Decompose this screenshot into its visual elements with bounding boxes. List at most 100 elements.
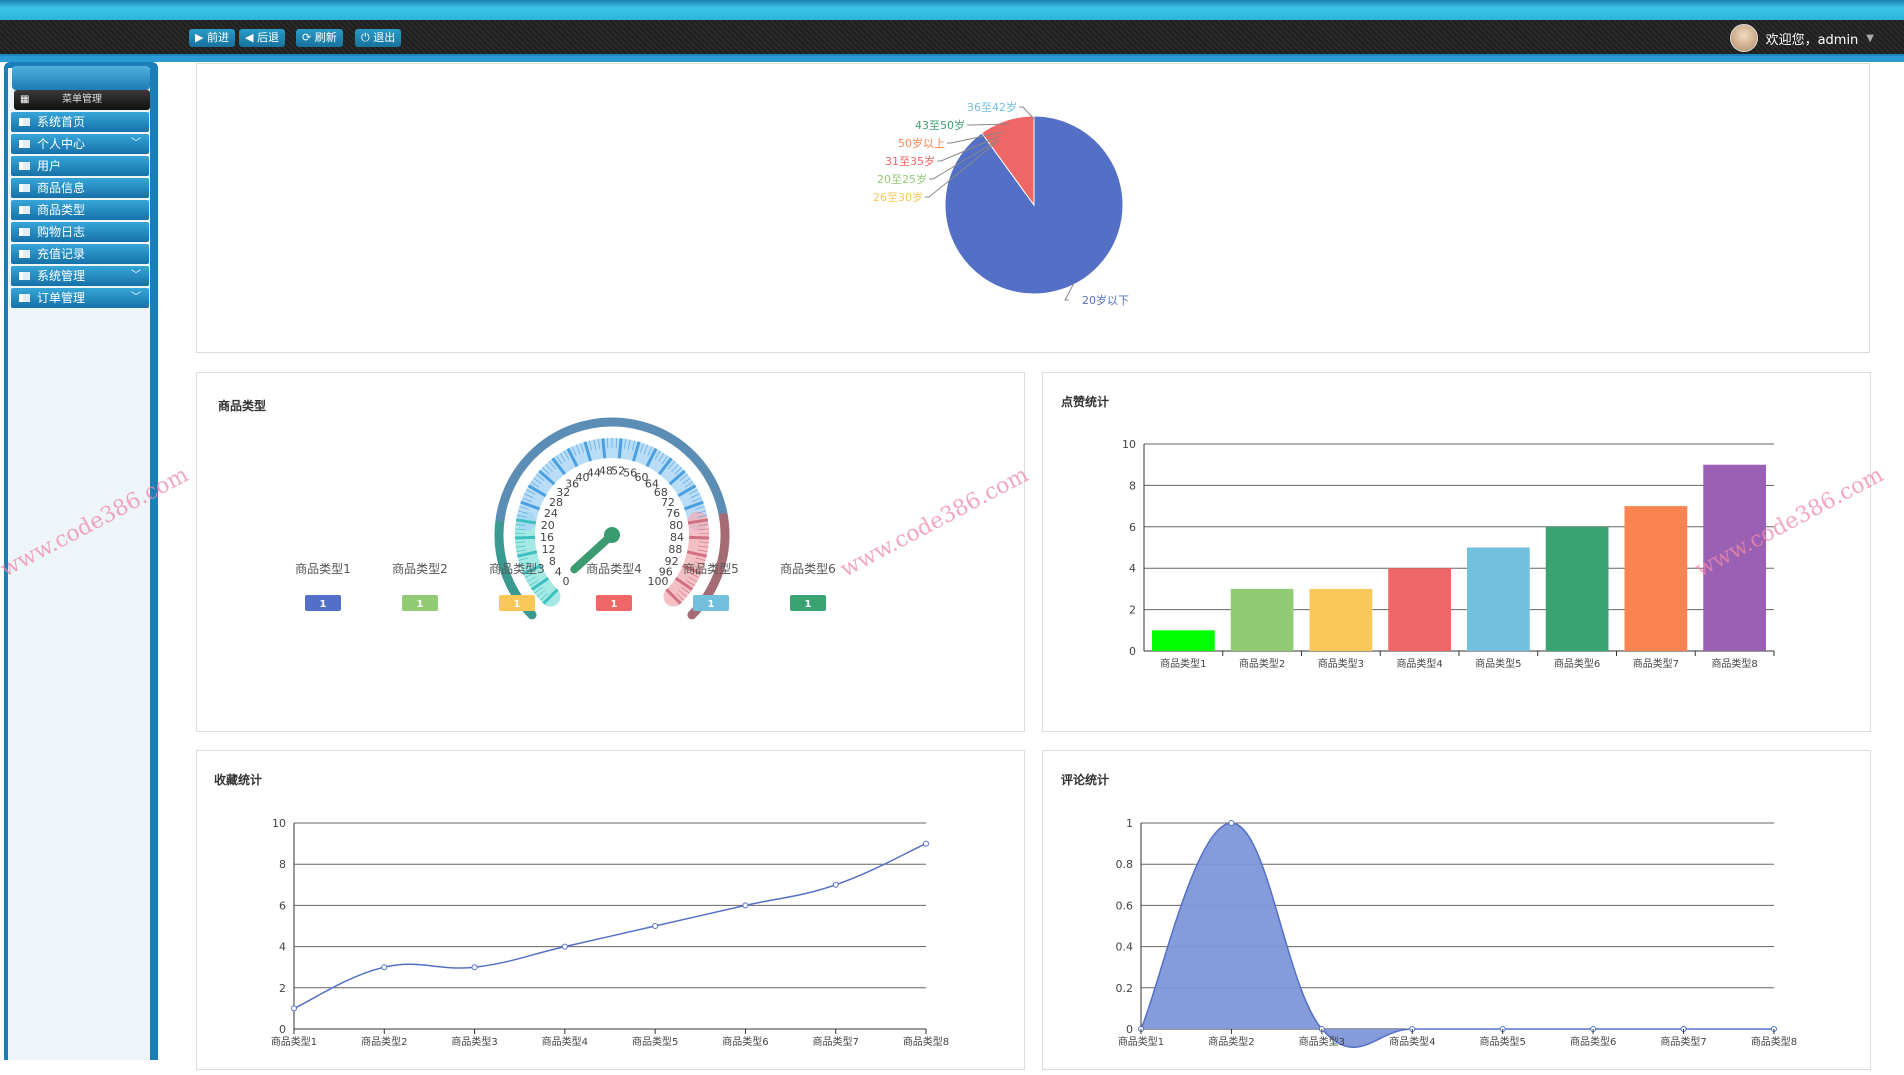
y-tick-label: 10 bbox=[272, 817, 286, 830]
gauge-legend-value: 1 bbox=[611, 599, 618, 610]
sidebar-item[interactable]: 商品信息 bbox=[11, 178, 149, 198]
dropdown-arrow-icon[interactable]: ▼ bbox=[1866, 33, 1874, 44]
x-tick-label: 商品类型5 bbox=[1480, 1035, 1526, 1048]
pie-label: 20岁以下 bbox=[1082, 293, 1129, 307]
y-tick-label: 8 bbox=[1129, 479, 1136, 492]
book-icon bbox=[19, 184, 30, 192]
y-tick-label: 0.6 bbox=[1116, 899, 1134, 912]
toolbar bbox=[0, 20, 1904, 56]
pie-label: 26至30岁 bbox=[873, 190, 923, 204]
gauge-legend-value: 1 bbox=[708, 599, 715, 610]
x-tick-label: 商品类型2 bbox=[361, 1035, 407, 1048]
book-icon bbox=[19, 228, 30, 236]
bar-商品类型3 bbox=[1310, 589, 1373, 651]
y-tick-label: 4 bbox=[1129, 562, 1136, 575]
gauge-tick-label: 100 bbox=[647, 575, 668, 588]
gauge-tick bbox=[603, 438, 605, 458]
data-point-商品类型2 bbox=[1229, 821, 1234, 826]
book-icon bbox=[19, 140, 30, 148]
panel-title: 评论统计 bbox=[1061, 771, 1109, 788]
menu-header-label: 菜单管理 bbox=[62, 94, 102, 105]
sidebar-item[interactable]: 个人中心 ﹀ bbox=[11, 134, 149, 154]
pie-label: 50岁以上 bbox=[898, 136, 945, 150]
x-tick-label: 商品类型7 bbox=[1633, 657, 1679, 670]
x-tick-label: 商品类型1 bbox=[271, 1035, 317, 1048]
gauge-legend-value: 1 bbox=[514, 599, 521, 610]
gauge-tick bbox=[515, 537, 535, 538]
x-tick-label: 商品类型6 bbox=[1570, 1035, 1616, 1048]
gauge-tick bbox=[619, 438, 621, 458]
gauge-legend-value: 1 bbox=[417, 599, 424, 610]
chevron-down-icon[interactable]: ﹀ bbox=[131, 288, 141, 308]
sidebar-item[interactable]: 用户 bbox=[11, 156, 149, 176]
x-tick-label: 商品类型6 bbox=[722, 1035, 768, 1048]
panel-title: 点赞统计 bbox=[1061, 393, 1109, 410]
area-fill bbox=[1141, 823, 1774, 1047]
data-point-商品类型5 bbox=[653, 924, 658, 929]
y-tick-label: 6 bbox=[279, 899, 286, 912]
book-icon bbox=[19, 162, 30, 170]
panel-title: 收藏统计 bbox=[214, 771, 262, 788]
toolbar-divider bbox=[0, 56, 1904, 62]
gauge-tick-label: 24 bbox=[544, 507, 558, 520]
panel-title: 商品类型 bbox=[218, 397, 266, 414]
gauge-tick-label: 80 bbox=[669, 519, 683, 532]
y-tick-label: 2 bbox=[279, 982, 286, 995]
logout-button[interactable]: ⏻ 退出 bbox=[355, 29, 401, 47]
top-banner bbox=[0, 0, 1904, 20]
pie-label: 20至25岁 bbox=[877, 172, 927, 186]
sidebar-item-label: 系统首页 bbox=[37, 115, 85, 129]
pie-label: 43至50岁 bbox=[915, 118, 965, 132]
y-tick-label: 0.4 bbox=[1116, 941, 1134, 954]
x-tick-label: 商品类型3 bbox=[451, 1035, 497, 1048]
back-button[interactable]: ◀ 后退 bbox=[239, 29, 285, 47]
chevron-down-icon[interactable]: ﹀ bbox=[131, 134, 141, 154]
grid-icon: ▦ bbox=[20, 90, 29, 110]
book-icon bbox=[19, 250, 30, 258]
sidebar-item[interactable]: 系统管理 ﹀ bbox=[11, 266, 149, 286]
sidebar-item[interactable]: 系统首页 bbox=[11, 112, 149, 132]
y-tick-label: 8 bbox=[279, 858, 286, 871]
sidebar-item-label: 订单管理 bbox=[37, 291, 85, 305]
user-menu[interactable]: 欢迎您，admin ▼ bbox=[1730, 24, 1874, 52]
gauge-tick-label: 84 bbox=[670, 531, 684, 544]
x-tick-label: 商品类型2 bbox=[1208, 1035, 1254, 1048]
forward-button[interactable]: ▶ 前进 bbox=[189, 29, 235, 47]
x-tick-label: 商品类型3 bbox=[1299, 1035, 1345, 1048]
book-icon bbox=[19, 294, 30, 302]
sidebar-item-label: 商品类型 bbox=[37, 203, 85, 217]
chevron-down-icon[interactable]: ﹀ bbox=[131, 266, 141, 286]
x-tick-label: 商品类型6 bbox=[1554, 657, 1600, 670]
x-tick-label: 商品类型4 bbox=[1396, 657, 1442, 670]
book-icon bbox=[19, 206, 30, 214]
sidebar-item[interactable]: 商品类型 bbox=[11, 200, 149, 220]
gauge-legend-name: 商品类型5 bbox=[683, 561, 739, 576]
sidebar-item[interactable]: 购物日志 bbox=[11, 222, 149, 242]
bar-商品类型6 bbox=[1546, 527, 1609, 651]
pie-label: 31至35岁 bbox=[885, 154, 935, 168]
gauge-legend-value: 1 bbox=[805, 599, 812, 610]
sidebar-item[interactable]: 订单管理 ﹀ bbox=[11, 288, 149, 308]
data-point-商品类型7 bbox=[833, 882, 838, 887]
sidebar-item[interactable]: 充值记录 bbox=[11, 244, 149, 264]
x-tick-label: 商品类型7 bbox=[1660, 1035, 1706, 1048]
bar-商品类型1 bbox=[1152, 630, 1215, 651]
data-point-商品类型8 bbox=[924, 841, 929, 846]
sidebar-item-label: 个人中心 bbox=[37, 137, 85, 151]
y-tick-label: 6 bbox=[1129, 521, 1136, 534]
refresh-button[interactable]: ⟳ 刷新 bbox=[296, 29, 343, 47]
y-tick-label: 0 bbox=[1129, 645, 1136, 658]
x-tick-label: 商品类型2 bbox=[1239, 657, 1285, 670]
gauge-needle-pivot bbox=[604, 527, 620, 543]
avatar bbox=[1730, 24, 1758, 52]
sidebar-item-label: 系统管理 bbox=[37, 269, 85, 283]
gauge-legend-name: 商品类型3 bbox=[489, 561, 545, 576]
bar-商品类型7 bbox=[1625, 506, 1688, 651]
sidebar-item-label: 商品信息 bbox=[37, 181, 85, 195]
gauge-legend-name: 商品类型1 bbox=[295, 561, 351, 576]
bar-商品类型5 bbox=[1467, 548, 1530, 652]
x-tick-label: 商品类型5 bbox=[1475, 657, 1521, 670]
